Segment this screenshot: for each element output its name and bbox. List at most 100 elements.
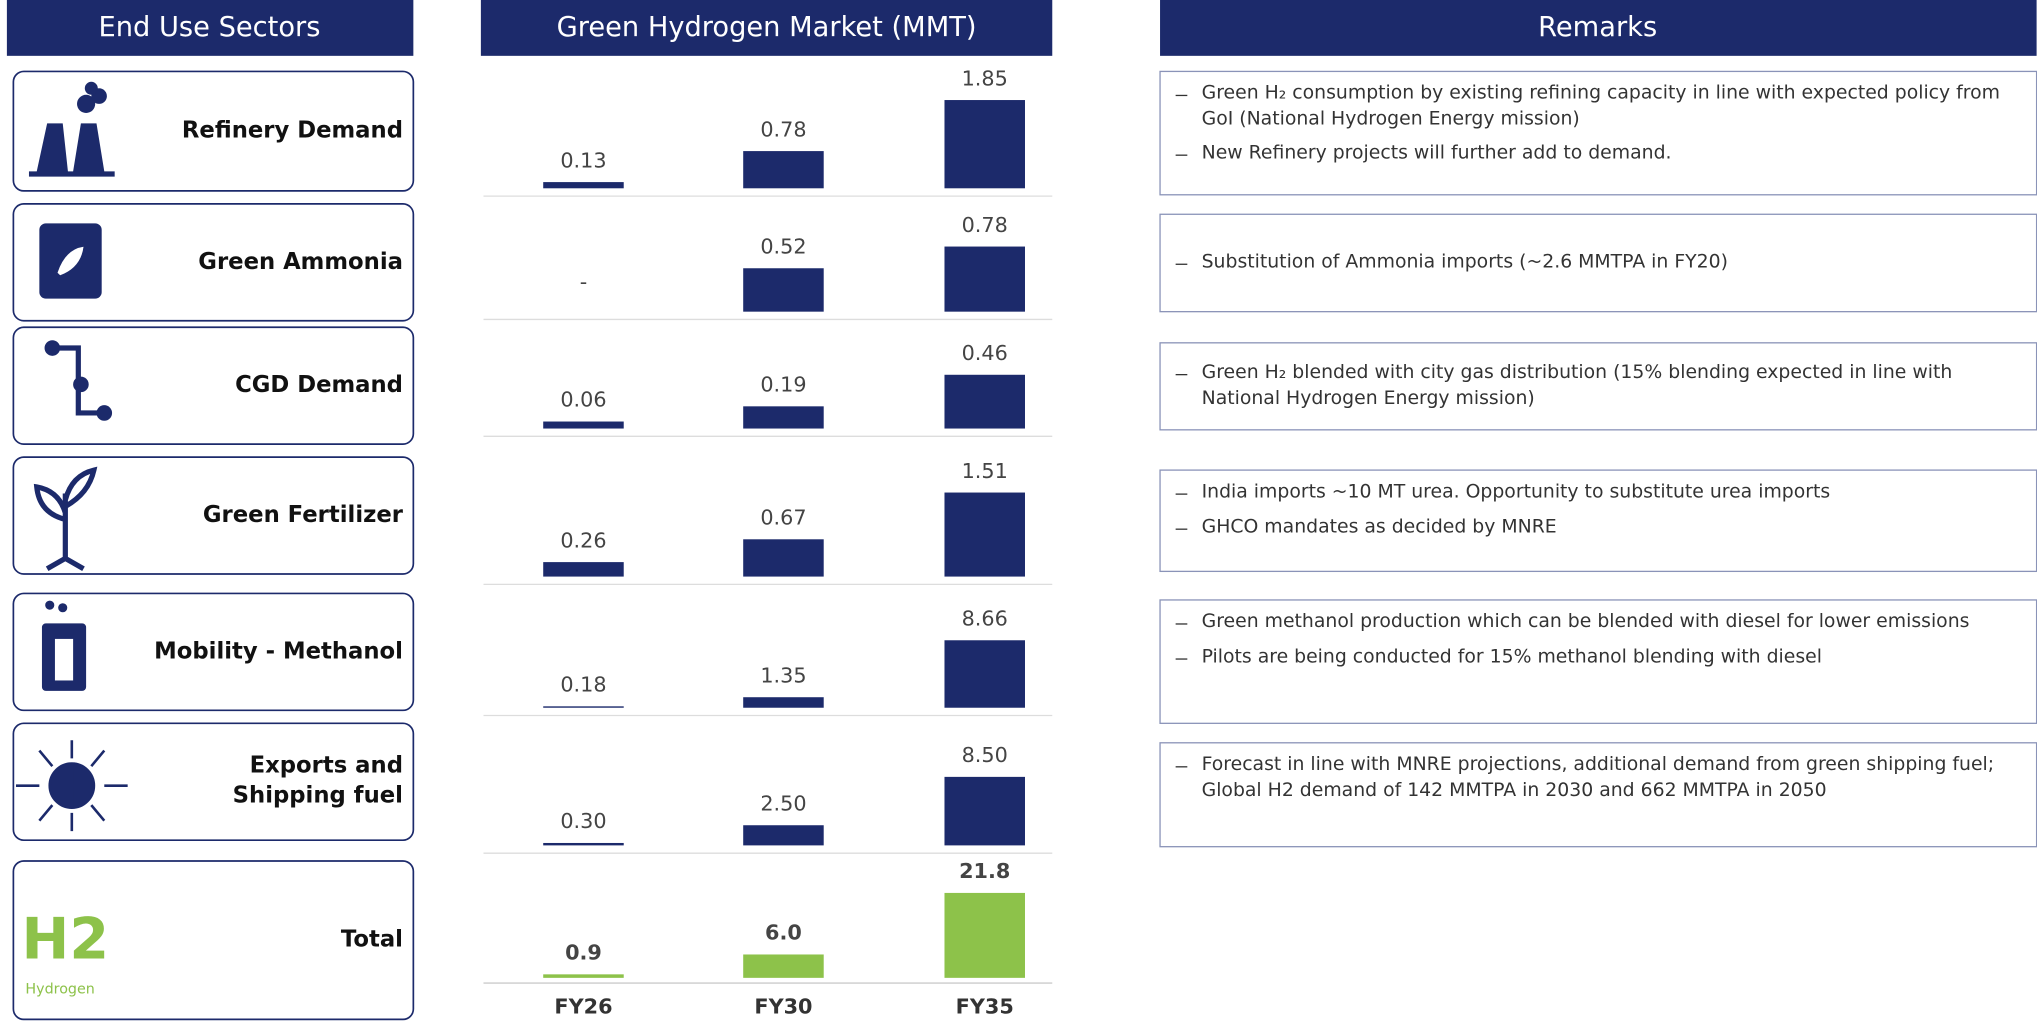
remark-item: Forecast in line with MNRE projections, … <box>1173 753 2020 804</box>
remark-text: India imports ~10 MT urea. Opportunity t… <box>1201 481 1831 503</box>
remark-content: Green H₂ consumption by existing refinin… <box>1173 82 2020 167</box>
value-label: 0.13 <box>560 148 606 172</box>
sector-label-box: Total <box>341 927 403 953</box>
remark-text: New Refinery projects will further add t… <box>1201 143 1672 164</box>
header-bg <box>6 0 414 56</box>
x-tick-label: FY35 <box>956 995 1014 1019</box>
bar <box>543 974 624 978</box>
remark-content: Green methanol production which can be b… <box>1160 600 2033 670</box>
value-label: 0.06 <box>560 388 606 412</box>
value-label: 0.26 <box>560 528 606 552</box>
sector-box <box>12 203 415 322</box>
globe-icon <box>15 740 128 832</box>
bullet-dash <box>1175 527 1188 530</box>
remark-content: India imports ~10 MT urea. Opportunity t… <box>1160 470 2033 540</box>
remark-item: Pilots are being conducted for 15% metha… <box>1173 645 2020 670</box>
sector-label: CGD Demand <box>235 372 403 399</box>
remark-content: Green H₂ blended with city gas distribut… <box>1160 343 2033 430</box>
remarks-header: Remarks <box>1538 12 1657 43</box>
value-label: 1.85 <box>962 66 1008 90</box>
x-tick-label: FY30 <box>754 995 812 1019</box>
value-label: 0.46 <box>962 341 1008 365</box>
value-label: 0.67 <box>760 506 806 530</box>
remark-item: India imports ~10 MT urea. Opportunity t… <box>1173 480 2020 505</box>
sector-label: Refinery Demand <box>181 117 403 144</box>
h2-caption: Hydrogen <box>25 982 94 998</box>
sector-label: Mobility - Methanol <box>154 638 403 665</box>
value-label: 0.78 <box>760 117 806 141</box>
value-label: 21.8 <box>959 859 1010 883</box>
refinery-icon <box>28 81 115 177</box>
bar <box>543 182 624 189</box>
sector-label-box: Refinery Demand <box>181 117 403 144</box>
sectors-header: End Use Sectors <box>98 12 320 43</box>
sector-label: Green Fertilizer <box>202 502 403 529</box>
sector-box <box>12 70 415 192</box>
bar <box>944 374 1025 429</box>
bullet-dash <box>1175 623 1188 625</box>
sector-label-box: Exports and Shipping fuel <box>233 754 403 810</box>
bar <box>944 892 1025 978</box>
h2-symbol: H2 <box>22 906 110 972</box>
fertilizer-icon <box>33 466 98 572</box>
ammonia-icon <box>39 223 102 299</box>
h2-icon: H2 Hydrogen <box>22 906 110 997</box>
sector-label-box: Green Fertilizer <box>202 502 403 529</box>
bullet-dash <box>1175 657 1188 660</box>
remark-text: Pilots are being conducted for 15% metha… <box>1201 646 1823 667</box>
bar <box>944 776 1025 846</box>
bullet-dash <box>1175 263 1188 265</box>
methanol-icon <box>41 600 87 691</box>
remark-text: Green methanol production which can be b… <box>1201 611 1970 633</box>
remark-list: India imports ~10 MT urea. Opportunity t… <box>1160 470 2033 540</box>
sector-label-box: Mobility - Methanol <box>154 638 403 665</box>
bar <box>944 492 1025 577</box>
icons: H2 Hydrogen <box>15 81 128 998</box>
value-label: 2.50 <box>760 791 806 815</box>
remark-content: Substitution of Ammonia imports (~2.6 MM… <box>1160 214 2033 311</box>
bar <box>543 842 624 846</box>
sector-box <box>12 456 415 575</box>
remark-list: Forecast in line with MNRE projections, … <box>1160 743 2033 804</box>
remark-item: GHCO mandates as decided by MNRE <box>1173 515 2020 540</box>
remark-item: Green H₂ consumption by existing refinin… <box>1173 82 2020 133</box>
remark-text: GHCO mandates as decided by MNRE <box>1201 516 1557 538</box>
bar <box>743 406 824 429</box>
cgd-icon <box>44 340 113 421</box>
bar <box>944 640 1025 708</box>
bar <box>543 421 624 429</box>
header-bg <box>1160 0 2037 56</box>
value-label: 0.9 <box>565 941 602 965</box>
bar <box>743 539 824 577</box>
bullet-dash <box>1175 766 1188 768</box>
remark-item: Green methanol production which can be b… <box>1173 610 2020 635</box>
remark-item: New Refinery projects will further add t… <box>1173 142 2020 167</box>
remark-text: Green H₂ blended with city gas distribut… <box>1201 362 1953 409</box>
chart-title: Green Hydrogen Market (MMT) <box>557 12 977 43</box>
bar <box>743 825 824 846</box>
remark-list: Green H₂ blended with city gas distribut… <box>1160 343 2033 430</box>
remark-list: Substitution of Ammonia imports (~2.6 MM… <box>1160 214 2033 311</box>
value-label: 1.51 <box>962 459 1008 483</box>
bullet-dash <box>1175 154 1188 156</box>
bar <box>944 246 1025 312</box>
bullet-dash <box>1175 373 1188 376</box>
value-label: 1.35 <box>760 663 806 687</box>
remark-text: Forecast in line with MNRE projections, … <box>1201 754 1995 801</box>
value-label: 0.18 <box>560 673 606 697</box>
bar <box>543 562 624 577</box>
bar <box>543 706 624 708</box>
sector-label-box: CGD Demand <box>235 372 403 399</box>
remark-text: Green H₂ consumption by existing refinin… <box>1201 83 2000 130</box>
value-label: - <box>580 270 588 294</box>
bullet-dash <box>1175 94 1188 97</box>
bar <box>743 151 824 189</box>
remark-content: Forecast in line with MNRE projections, … <box>1160 743 2033 804</box>
value-label: 0.30 <box>560 809 606 833</box>
sector-label-box: Green Ammonia <box>198 249 403 275</box>
remark-item: Green H₂ blended with city gas distribut… <box>1173 361 2020 412</box>
bar <box>743 954 824 978</box>
remark-list: Green methanol production which can be b… <box>1160 600 2033 670</box>
value-label: 0.19 <box>760 373 806 397</box>
value-label: 6.0 <box>765 921 802 945</box>
